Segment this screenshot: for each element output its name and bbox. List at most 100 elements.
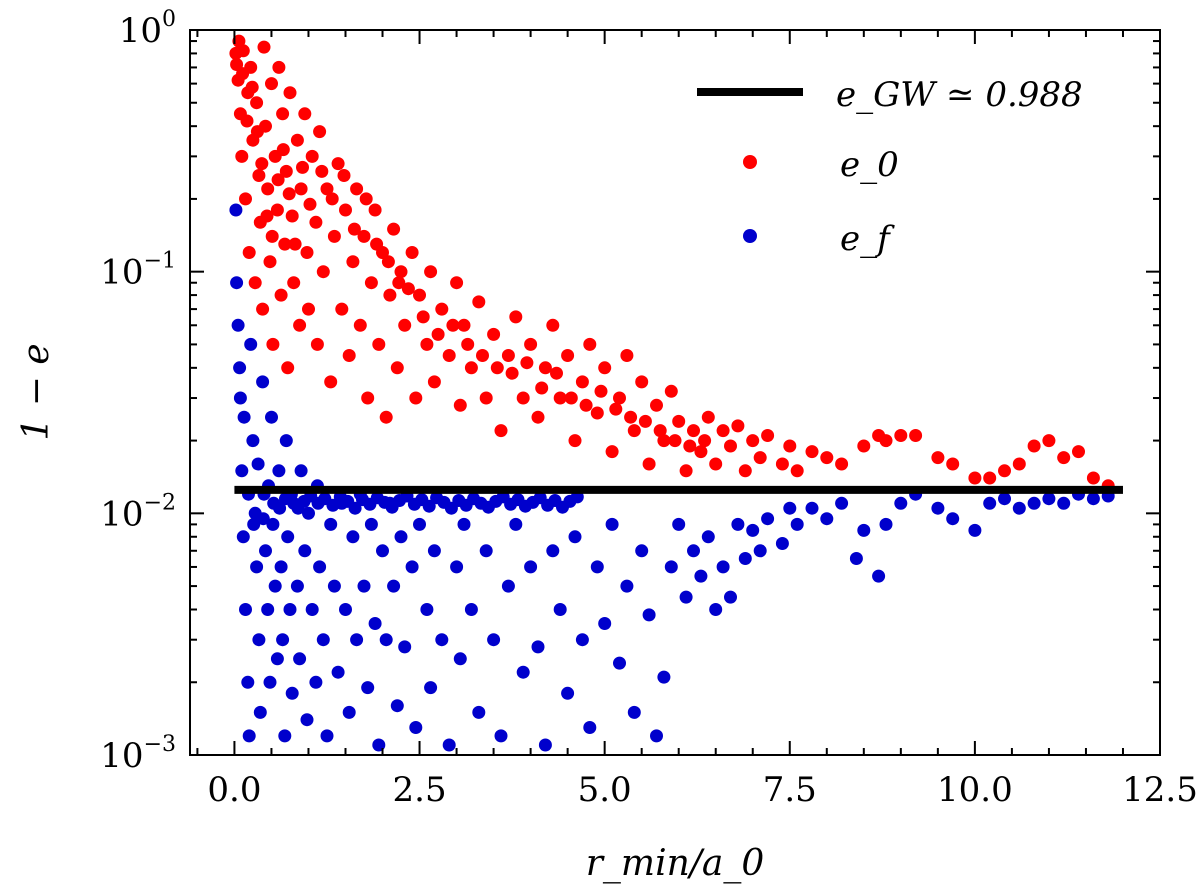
point-ef	[642, 608, 656, 622]
point-e0	[282, 187, 296, 201]
point-e0	[1012, 457, 1026, 471]
axis-ticks	[190, 29, 1161, 756]
point-ef	[339, 603, 352, 616]
point-ef	[387, 579, 401, 593]
point-e0	[694, 445, 708, 459]
point-ef	[590, 560, 604, 574]
point-e0	[683, 439, 697, 453]
point-e0	[820, 451, 834, 465]
legend: e_GW ≃ 0.988 e_0 e_f	[697, 75, 1083, 259]
point-e0	[724, 439, 737, 453]
point-ef	[420, 603, 434, 616]
point-ef	[235, 464, 249, 478]
point-e0	[909, 429, 923, 442]
point-ef	[326, 498, 340, 512]
point-e0	[409, 391, 423, 405]
point-ef	[753, 544, 767, 558]
point-e0	[446, 318, 460, 332]
point-ef	[320, 729, 334, 743]
point-ef	[664, 560, 678, 574]
point-e0	[857, 439, 871, 453]
point-e0	[575, 375, 589, 389]
point-e0	[346, 255, 360, 269]
point-e0	[701, 410, 715, 424]
point-e0	[501, 349, 515, 362]
point-ef	[278, 729, 292, 743]
point-e0	[392, 276, 406, 290]
point-ef	[327, 579, 341, 593]
point-e0	[738, 464, 752, 478]
point-e0	[716, 424, 730, 438]
point-e0	[379, 410, 393, 424]
point-e0	[361, 391, 375, 405]
point-e0	[664, 384, 678, 398]
y-tick-label: 10−3	[100, 732, 176, 776]
x-tick-label: 5.0	[578, 770, 632, 810]
point-ef	[657, 670, 671, 684]
point-e0	[653, 424, 667, 438]
point-e0	[968, 471, 982, 485]
point-ef	[324, 517, 338, 531]
legend-label-ef: e_f	[840, 219, 895, 259]
point-e0	[709, 457, 723, 471]
point-e0	[524, 337, 538, 351]
x-tick-label: 7.5	[763, 770, 817, 810]
point-e0	[266, 337, 280, 351]
point-e0	[281, 361, 295, 375]
point-e0	[931, 451, 945, 465]
legend-label-e0: e_0	[840, 145, 899, 185]
point-e0	[398, 318, 412, 332]
point-e0	[487, 327, 501, 341]
point-e0	[285, 209, 299, 223]
point-ef	[253, 705, 267, 719]
point-ef	[775, 537, 789, 550]
point-e0	[261, 182, 275, 196]
point-e0	[294, 182, 308, 196]
point-ef	[361, 681, 375, 695]
point-ef	[390, 699, 404, 713]
point-ef	[1027, 496, 1041, 510]
point-ef	[931, 501, 945, 515]
point-ef	[268, 579, 282, 593]
point-ef	[247, 517, 261, 531]
point-ef	[298, 544, 312, 558]
point-ef	[1086, 492, 1100, 506]
point-ef	[583, 721, 597, 734]
point-ef	[309, 675, 323, 689]
point-e0	[1027, 439, 1041, 453]
point-e0	[435, 302, 449, 316]
point-e0	[546, 318, 560, 332]
point-ef	[241, 675, 255, 689]
point-ef	[424, 681, 438, 695]
point-ef	[879, 517, 893, 531]
point-ef	[716, 560, 730, 574]
point-e0	[327, 229, 341, 243]
point-e0	[731, 419, 745, 433]
point-e0	[347, 222, 361, 236]
point-e0	[450, 276, 464, 290]
point-e0	[260, 209, 274, 223]
point-e0	[364, 276, 378, 290]
point-ef	[835, 496, 849, 510]
point-e0	[805, 445, 819, 459]
point-ef	[376, 544, 389, 558]
point-e0	[583, 337, 597, 351]
point-e0	[359, 192, 373, 206]
point-e0	[372, 337, 386, 351]
point-e0	[894, 429, 908, 442]
point-e0	[505, 366, 519, 380]
point-e0	[1042, 434, 1056, 448]
point-e0	[457, 318, 471, 332]
point-e0	[309, 215, 323, 229]
point-e0	[657, 434, 671, 448]
point-ef	[342, 705, 356, 719]
point-ef	[427, 544, 441, 558]
point-e0	[257, 40, 271, 54]
point-ef	[672, 517, 686, 531]
point-e0	[642, 457, 656, 471]
point-ef	[285, 686, 299, 700]
x-axis-label: r_min/a_0	[586, 843, 765, 884]
legend-marker-ef	[743, 229, 757, 243]
point-ef	[746, 523, 760, 537]
point-ef	[290, 579, 304, 593]
